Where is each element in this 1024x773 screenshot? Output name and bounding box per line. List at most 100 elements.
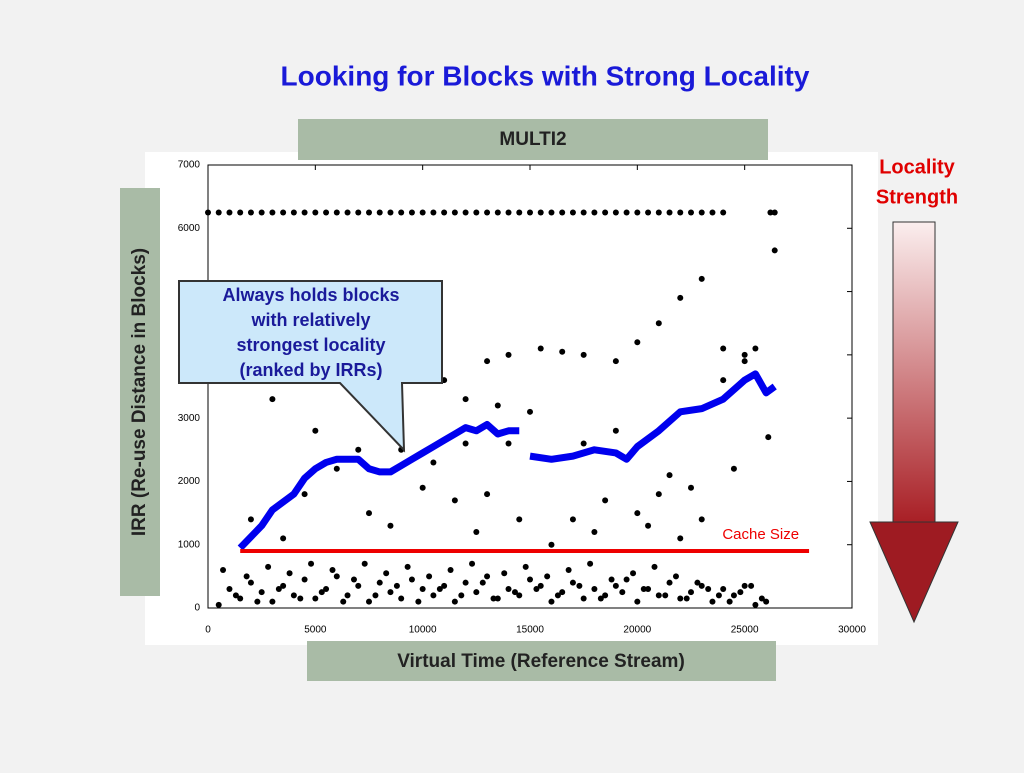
point [634,598,641,605]
point [580,595,587,602]
point [333,209,340,216]
point [591,529,598,536]
point [548,209,555,216]
point [205,209,211,216]
point [269,396,276,403]
point [484,209,491,216]
y-tick-label: 2000 [178,476,201,487]
point [355,446,362,453]
x-tick-label: 0 [205,625,211,636]
point [698,516,705,523]
point [344,209,351,216]
point [698,209,705,216]
point [366,598,372,605]
point [473,589,480,596]
point [408,576,415,583]
point [537,209,544,216]
point [537,582,544,589]
point [608,576,615,583]
point [666,209,673,216]
point [705,586,712,593]
point [505,586,512,593]
point [269,209,276,216]
point [340,598,347,605]
point [559,348,566,355]
point [344,592,351,599]
point [501,570,508,577]
point [350,576,357,583]
point [688,209,694,216]
point [312,427,319,434]
y-tick-label: 7000 [178,160,201,171]
point [688,589,694,596]
point [554,592,561,599]
point [408,209,415,216]
x-tick-label: 5000 [304,625,327,636]
point [308,560,315,567]
point [651,563,658,570]
point [484,573,491,580]
point [720,586,727,593]
plot-panel [145,152,878,645]
point [580,351,587,358]
arrow-body [892,221,936,525]
point [286,570,293,577]
point [511,589,518,596]
point [623,209,630,216]
point [516,592,523,599]
point [645,522,652,529]
point [655,320,662,327]
point [591,586,598,593]
callout-line: with relatively [250,310,370,330]
series-label: Cache Size [722,526,799,543]
point [462,579,469,586]
point [333,465,340,472]
point [569,516,576,523]
point [548,598,555,605]
point [587,560,594,567]
point [677,294,684,301]
point [247,579,254,586]
point [376,579,383,586]
point [527,576,533,583]
point [387,522,394,529]
x-tick-label: 30000 [838,625,866,636]
callout [178,280,443,453]
point [580,440,587,447]
x-label-box [307,641,776,681]
point [490,595,497,602]
point [494,209,501,216]
point [602,497,609,504]
point [398,595,405,602]
point [758,595,765,602]
point [698,582,705,589]
point [505,440,512,447]
point [301,576,308,583]
point [597,595,604,602]
point [355,209,362,216]
point [672,573,679,580]
point [666,472,673,479]
point [243,573,250,580]
point [748,582,755,589]
point [763,598,770,605]
point [752,601,759,608]
point [280,209,287,216]
point [290,209,297,216]
point [462,396,469,403]
point [494,595,501,602]
point [662,592,669,599]
callout-line: strongest locality [236,335,385,355]
point [269,598,276,605]
point [677,595,684,602]
point [767,209,774,216]
point [280,535,287,542]
line [529,370,777,463]
plot: 0100020003000400050006000700005000100001… [178,160,867,636]
point [527,209,533,216]
y-tick-label: 3000 [178,413,201,424]
point [215,601,222,608]
point [237,595,244,602]
point [730,592,737,599]
